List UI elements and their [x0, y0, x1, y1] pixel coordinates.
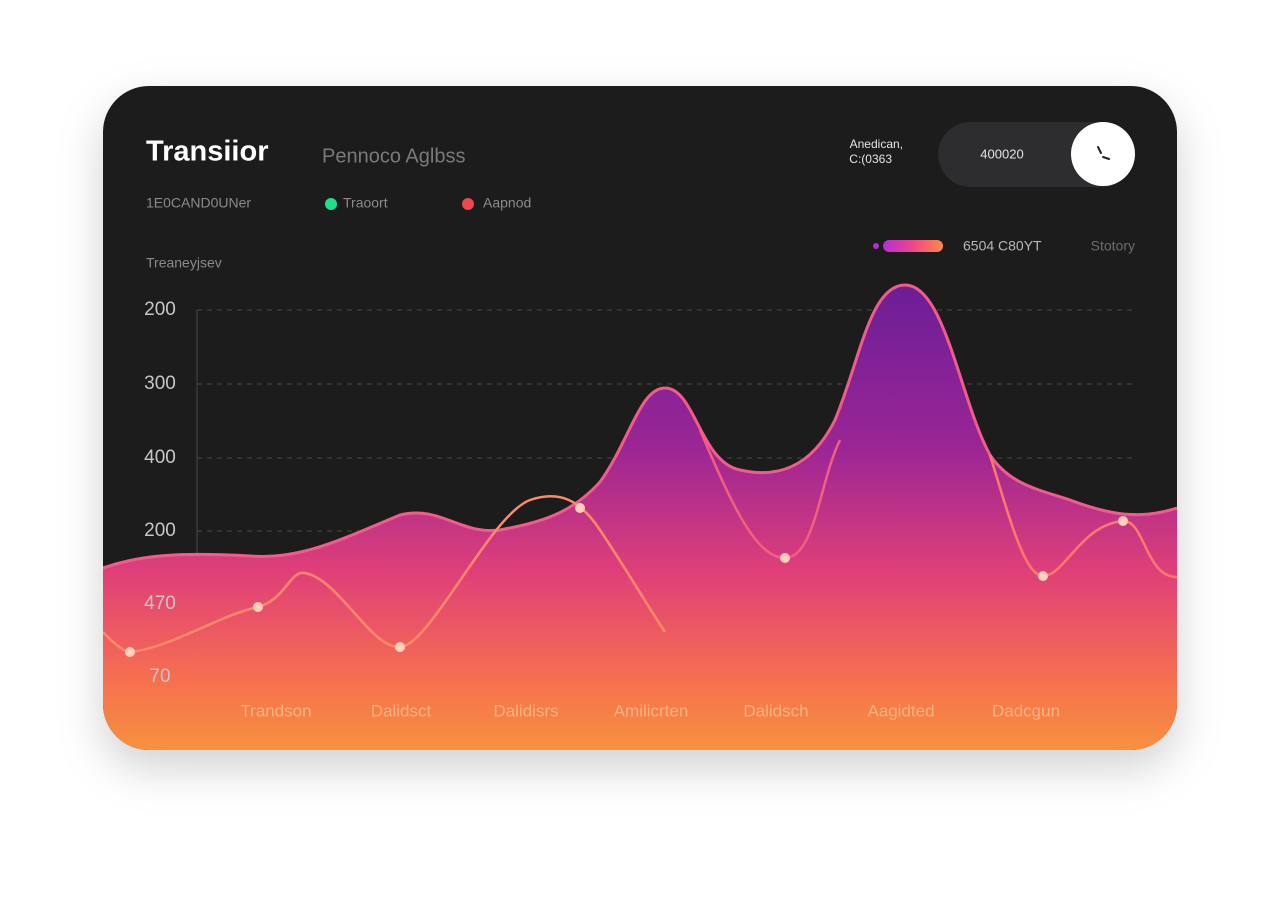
point — [253, 602, 263, 612]
point — [125, 647, 135, 657]
line — [988, 454, 1177, 579]
chart-area — [103, 283, 1177, 750]
x-label: Dadcgun — [992, 701, 1060, 720]
x-label: Dalidisrs — [493, 701, 558, 720]
range-bar[interactable] — [883, 240, 943, 252]
range-label: 6504 C80YT — [963, 238, 1042, 254]
legend-caption: 1E0CAND0UNer — [146, 195, 251, 211]
point — [1118, 516, 1128, 526]
x-label: Aagidted — [867, 701, 934, 720]
legend-swatch — [325, 198, 337, 210]
y-label: 300 — [144, 373, 176, 394]
point — [780, 553, 790, 563]
x-label: Dalidsch — [743, 701, 808, 720]
subtitle: Pennoco Aglbss — [322, 145, 465, 167]
y-label: 470 — [144, 593, 176, 614]
x-axis: Trandson Dalidsct Dalidisrs Amilicrten Dalid… — [240, 701, 1060, 720]
point — [1038, 571, 1048, 581]
pill-value: 400020 — [980, 146, 1023, 161]
x-label: Trandson — [240, 701, 311, 720]
x-label: Dalidsct — [371, 701, 432, 720]
account-line: C:(0363 — [849, 152, 892, 166]
y-label: 200 — [144, 299, 176, 320]
y-label: 70 — [149, 666, 170, 687]
area — [103, 285, 1177, 750]
area-outline — [103, 283, 1177, 570]
legend-label: Aapnod — [483, 195, 531, 211]
title: Transiior — [146, 136, 269, 168]
account-line: Anedican, — [850, 137, 903, 151]
x-label: Amilicrten — [614, 701, 689, 720]
y-label: 400 — [144, 447, 176, 468]
filter[interactable]: Stotory — [1091, 238, 1135, 254]
y-axis: 200 300 400 200 470 70 — [144, 299, 176, 687]
y-axis-title: Treaneyjsev — [146, 255, 222, 271]
icon — [1097, 146, 1110, 160]
point — [395, 642, 405, 652]
legend-label: Traoort — [343, 195, 388, 211]
point — [575, 503, 585, 513]
y-label: 200 — [144, 520, 176, 541]
line — [103, 495, 667, 654]
legend-swatch — [462, 198, 474, 210]
toggle-button[interactable] — [1071, 122, 1135, 186]
range-dot — [873, 243, 879, 249]
